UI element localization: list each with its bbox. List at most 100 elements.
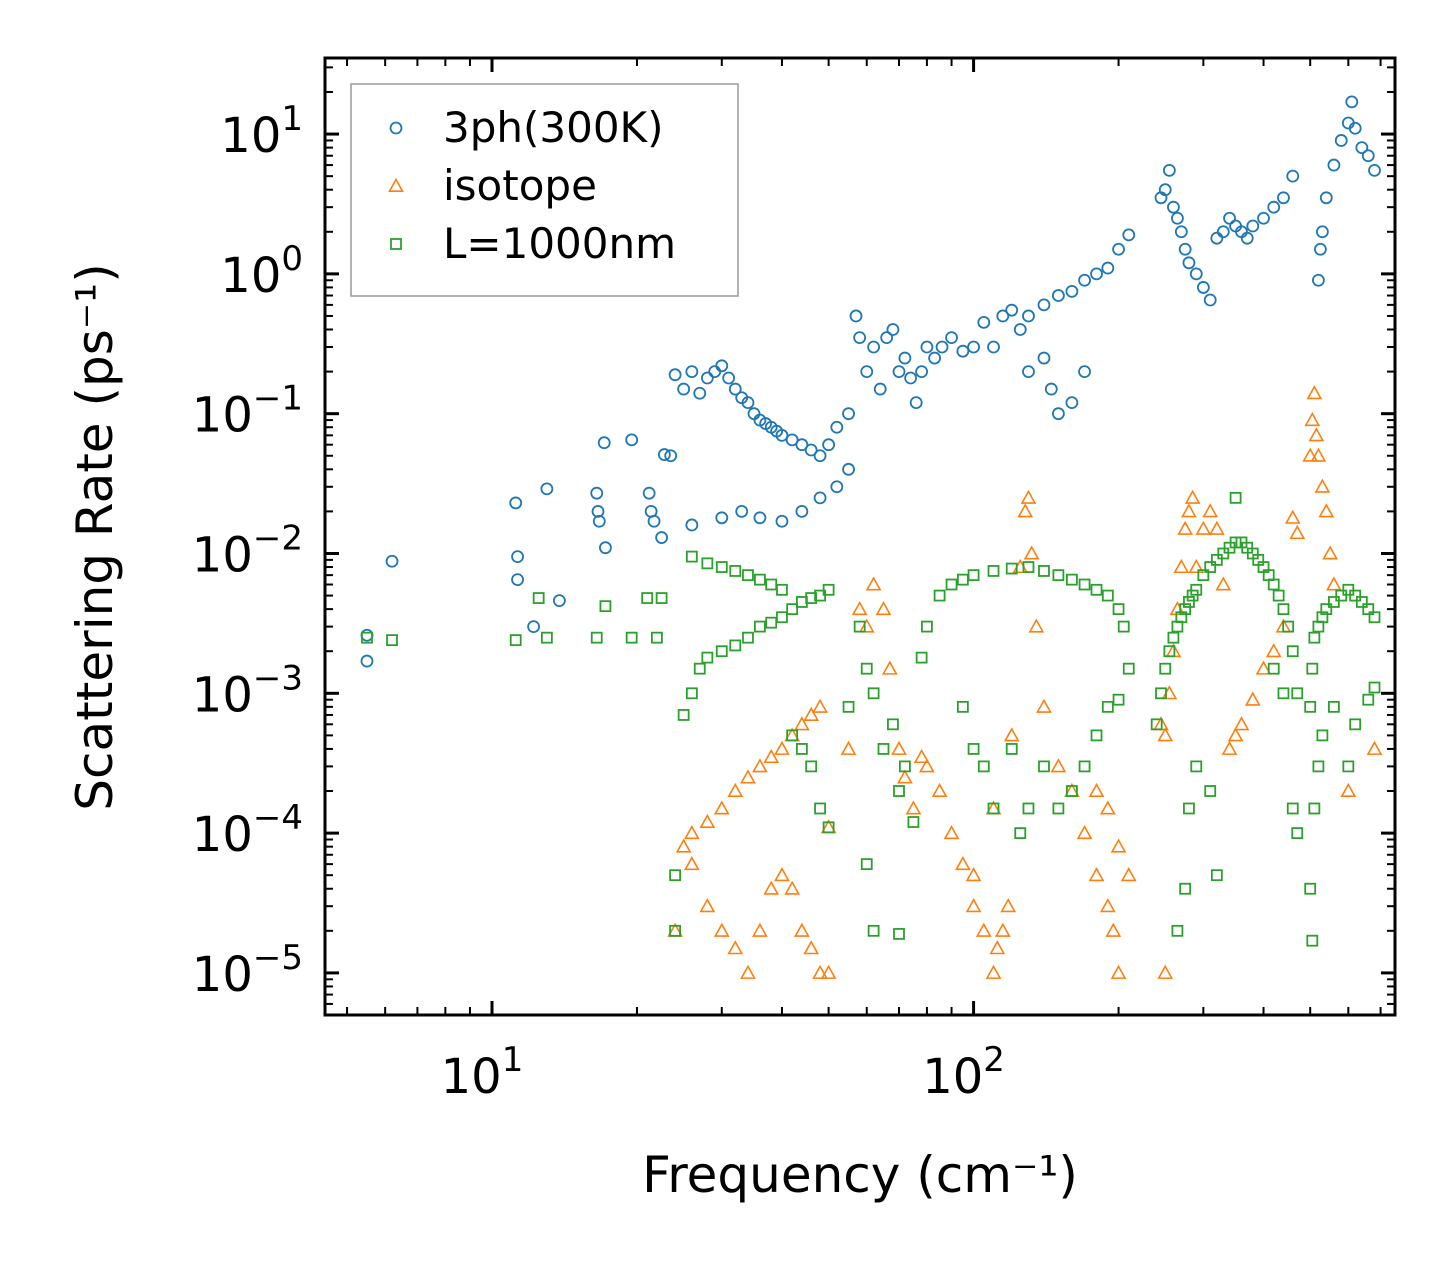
data-point bbox=[741, 396, 755, 410]
data-point bbox=[754, 620, 766, 633]
data-point bbox=[873, 382, 887, 396]
data-point bbox=[740, 769, 756, 784]
data-point bbox=[669, 924, 682, 937]
data-point bbox=[1090, 583, 1103, 596]
data-point bbox=[1036, 698, 1052, 713]
data-point bbox=[625, 631, 638, 644]
data-point bbox=[651, 631, 663, 644]
data-point bbox=[657, 448, 671, 461]
data-point bbox=[842, 462, 855, 476]
data-point bbox=[913, 748, 930, 764]
data-point bbox=[735, 505, 749, 518]
data-point bbox=[1163, 645, 1176, 658]
data-point bbox=[1155, 687, 1167, 700]
data-point bbox=[1188, 558, 1205, 574]
data-point bbox=[1112, 603, 1125, 616]
data-point bbox=[599, 600, 612, 613]
data-point bbox=[763, 880, 780, 895]
data-point bbox=[685, 518, 699, 532]
data-point bbox=[812, 964, 828, 979]
data-point bbox=[1196, 281, 1210, 294]
data-point bbox=[849, 309, 863, 323]
data-point bbox=[1314, 478, 1331, 493]
data-point bbox=[742, 569, 754, 582]
data-point bbox=[1282, 620, 1295, 633]
data-point bbox=[975, 922, 992, 937]
data-point bbox=[1326, 576, 1342, 591]
data-point bbox=[933, 589, 946, 602]
data-point bbox=[1223, 211, 1236, 225]
y-tick-label: 100 bbox=[220, 239, 303, 304]
data-point bbox=[1022, 561, 1035, 573]
data-point bbox=[1272, 589, 1285, 602]
legend-marker bbox=[388, 177, 404, 192]
data-point bbox=[1076, 824, 1093, 840]
data-point bbox=[655, 531, 669, 544]
data-point bbox=[1065, 396, 1079, 410]
data-point bbox=[865, 576, 882, 591]
data-point bbox=[977, 760, 990, 773]
data-point bbox=[794, 922, 810, 937]
data-point bbox=[1368, 611, 1381, 624]
y-tick-label: 10−2 bbox=[192, 518, 303, 583]
data-point bbox=[860, 662, 873, 675]
y-tick-label: 101 bbox=[220, 99, 303, 164]
data-point bbox=[385, 554, 399, 568]
data-point bbox=[1177, 520, 1194, 535]
data-point bbox=[1179, 882, 1192, 895]
data-point bbox=[1003, 727, 1020, 742]
data-point bbox=[727, 940, 744, 955]
tick-labels: 101 102 101 100 10−1 10−2 10−3 10−4 10−5 bbox=[192, 99, 1005, 1105]
data-point bbox=[1190, 583, 1203, 596]
data-point bbox=[1065, 785, 1078, 797]
data-point bbox=[729, 565, 742, 577]
data-point bbox=[509, 634, 522, 647]
data-point bbox=[592, 514, 606, 528]
data-point bbox=[683, 855, 700, 871]
data-point bbox=[905, 800, 922, 815]
data-point bbox=[1368, 163, 1381, 177]
data-point bbox=[830, 480, 844, 494]
data-point bbox=[1101, 589, 1114, 602]
data-point bbox=[1308, 631, 1321, 644]
data-point bbox=[786, 603, 799, 616]
data-point bbox=[1078, 365, 1091, 378]
data-point bbox=[1334, 134, 1348, 147]
data-point bbox=[701, 651, 714, 664]
data-point bbox=[784, 880, 801, 895]
data-point bbox=[713, 800, 730, 815]
data-point bbox=[1099, 898, 1116, 913]
data-point bbox=[987, 802, 1000, 815]
data-point bbox=[1052, 569, 1065, 582]
data-point bbox=[877, 743, 890, 755]
data-point bbox=[921, 620, 933, 633]
data-point bbox=[1051, 289, 1065, 302]
data-point bbox=[532, 592, 545, 604]
data-point bbox=[1000, 898, 1017, 913]
data-point bbox=[842, 407, 855, 421]
data-point bbox=[511, 573, 524, 587]
data-point bbox=[552, 594, 566, 608]
data-point bbox=[754, 573, 766, 586]
data-point bbox=[892, 365, 906, 378]
data-point bbox=[1308, 802, 1321, 815]
data-point bbox=[693, 386, 707, 400]
data-point bbox=[1122, 228, 1136, 242]
data-point bbox=[945, 331, 958, 345]
data-point bbox=[1078, 578, 1091, 591]
data-point bbox=[1171, 924, 1184, 937]
data-point bbox=[794, 716, 810, 731]
data-point bbox=[360, 628, 374, 642]
data-point bbox=[668, 368, 682, 382]
data-point bbox=[774, 867, 790, 882]
data-point bbox=[1304, 411, 1321, 427]
data-point bbox=[812, 698, 828, 713]
data-point bbox=[860, 365, 874, 378]
data-point bbox=[1150, 718, 1163, 731]
data-point bbox=[915, 365, 929, 378]
data-point bbox=[1162, 163, 1176, 177]
data-point bbox=[1050, 758, 1067, 773]
data-point bbox=[1306, 934, 1319, 947]
data-point bbox=[591, 505, 605, 518]
data-point bbox=[765, 578, 778, 591]
